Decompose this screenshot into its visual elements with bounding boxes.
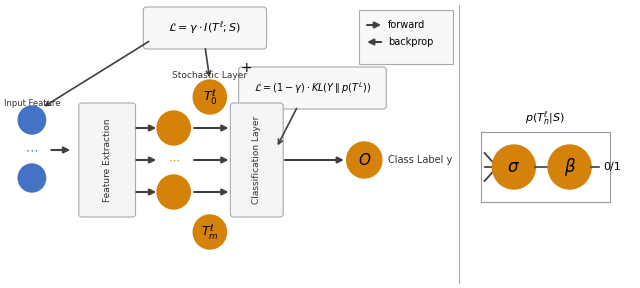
Circle shape [18,106,45,134]
Circle shape [347,142,382,178]
Text: $\sigma$: $\sigma$ [508,158,520,176]
Text: forward: forward [388,20,425,30]
Text: Stochastic Layer: Stochastic Layer [172,71,248,81]
FancyBboxPatch shape [239,67,387,109]
Circle shape [157,175,190,209]
FancyBboxPatch shape [143,7,266,49]
Text: $\beta$: $\beta$ [564,156,575,178]
Text: $T_m^{\ell}$: $T_m^{\ell}$ [201,222,219,242]
Text: $\mathcal{L} = (1-\gamma) \cdot KL(Y \parallel p(T^L))$: $\mathcal{L} = (1-\gamma) \cdot KL(Y \pa… [254,80,371,96]
Text: +: + [240,61,252,75]
FancyBboxPatch shape [79,103,136,217]
Text: $O$: $O$ [358,152,371,168]
Text: backprop: backprop [388,37,433,47]
Text: $\cdots$: $\cdots$ [26,143,38,156]
Circle shape [193,80,227,114]
Text: Input Feature: Input Feature [4,98,60,107]
FancyBboxPatch shape [360,10,453,64]
Circle shape [193,215,227,249]
Text: $\mathcal{L} = \gamma \cdot I(T^{\ell}; S)$: $\mathcal{L} = \gamma \cdot I(T^{\ell}; … [168,20,241,36]
FancyBboxPatch shape [230,103,283,217]
Text: Class Label y: Class Label y [388,155,452,165]
Text: 0/1: 0/1 [603,162,621,172]
Text: $T_0^{\ell}$: $T_0^{\ell}$ [202,87,217,107]
Text: Feature Extraction: Feature Extraction [102,118,111,202]
Circle shape [492,145,536,189]
Circle shape [18,164,45,192]
FancyBboxPatch shape [481,132,610,202]
Text: $\cdots$: $\cdots$ [168,155,180,165]
Text: Classification Layer: Classification Layer [252,116,261,204]
Circle shape [548,145,591,189]
Circle shape [157,111,190,145]
Text: $p(T_n^{\ell}|S)$: $p(T_n^{\ell}|S)$ [525,109,565,127]
